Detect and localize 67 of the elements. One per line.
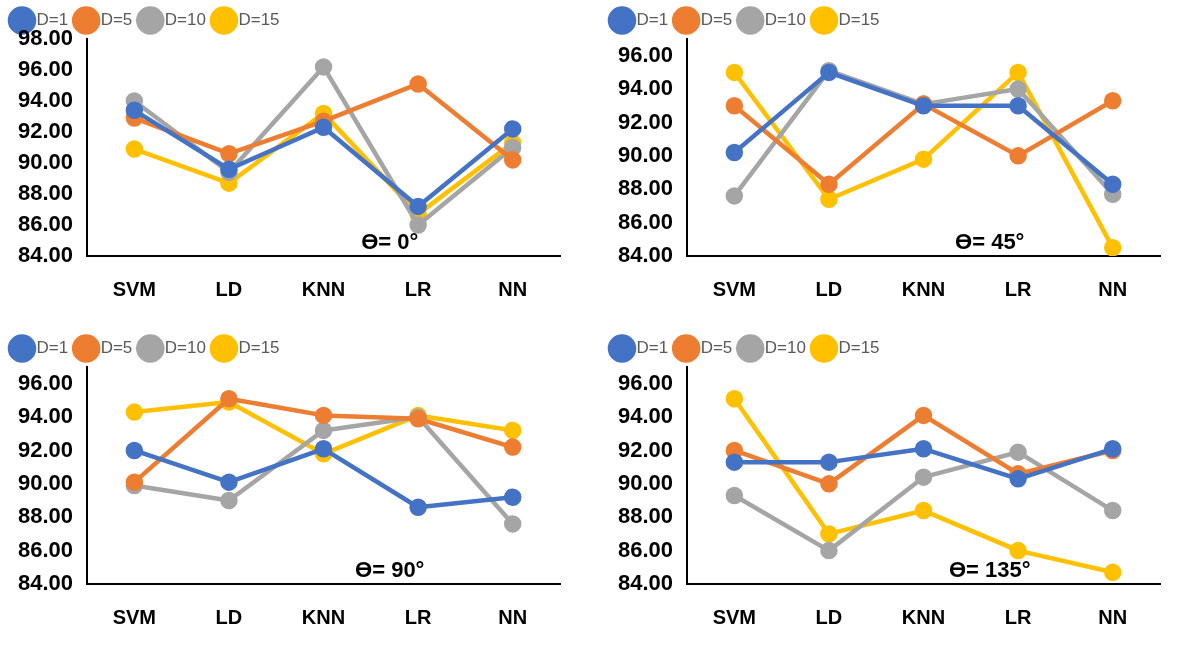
x-tick-label: SVM [112,605,157,628]
y-tick-label: 92.00 [17,118,74,144]
x-tick-label: KNN [901,605,946,628]
legend-label: D=10 [164,338,206,358]
annotation: Ө= 45° [955,229,1025,255]
legend-label: D=10 [764,10,806,30]
x-tick-label: LR [1004,605,1032,628]
x-tick-label: SVM [712,605,757,628]
x-tick-label: LR [404,277,432,300]
legend-label: D=5 [100,10,133,30]
annotation: Ө= 90° [355,557,425,583]
y-tick-label: 86.00 [17,211,74,237]
y-tick-label: 84.00 [17,242,74,268]
legend-label: D=15 [238,338,280,358]
x-tick-label: SVM [112,277,157,300]
x-tick-label: KNN [901,277,946,300]
y-tick-label: 96.00 [617,369,674,395]
legend-label: D=5 [700,10,733,30]
legend-label: D=1 [636,338,669,358]
y-tick-label: 88.00 [17,180,74,206]
y-tick-label: 86.00 [617,208,674,234]
y-tick-label: 96.00 [17,56,74,82]
x-tick-label: LR [404,605,432,628]
x-tick-label: SVM [712,277,757,300]
x-tick-label: LR [1004,277,1032,300]
y-tick-label: 86.00 [17,536,74,562]
x-tick-label: LD [215,277,243,300]
x-tick-label: NN [498,605,528,628]
legend-label: D=1 [36,338,69,358]
y-tick-label: 84.00 [617,242,674,268]
y-tick-label: 90.00 [617,141,674,167]
legend-label: D=10 [764,338,806,358]
legend-label: D=1 [636,10,669,30]
y-tick-label: 94.00 [617,75,674,101]
y-tick-label: 90.00 [17,149,74,175]
y-tick-label: 88.00 [17,503,74,529]
annotation: Ө= 135° [948,557,1031,583]
y-tick-label: 94.00 [17,403,74,429]
legend-label: D=15 [838,338,880,358]
x-tick-label: KNN [301,277,346,300]
y-tick-label: 92.00 [617,108,674,134]
y-tick-label: 90.00 [617,469,674,495]
x-tick-label: NN [1098,605,1128,628]
y-tick-label: 96.00 [617,41,674,67]
x-tick-label: LD [815,605,843,628]
y-tick-label: 94.00 [17,87,74,113]
x-tick-label: LD [215,605,243,628]
x-tick-label: NN [498,277,528,300]
y-tick-label: 92.00 [17,436,74,462]
x-tick-label: KNN [301,605,346,628]
legend-label: D=5 [700,338,733,358]
y-tick-label: 96.00 [17,369,74,395]
y-tick-label: 88.00 [617,175,674,201]
y-tick-label: 88.00 [617,503,674,529]
x-tick-label: LD [815,277,843,300]
legend-label: D=10 [164,10,206,30]
annotation: Ө= 0° [361,229,419,255]
y-tick-label: 84.00 [17,570,74,596]
legend-label: D=5 [100,338,133,358]
legend-label: D=15 [838,10,880,30]
y-tick-label: 94.00 [617,403,674,429]
y-tick-label: 92.00 [617,436,674,462]
y-tick-label: 90.00 [17,469,74,495]
y-tick-label: 84.00 [617,570,674,596]
legend-label: D=15 [238,10,280,30]
x-tick-label: NN [1098,277,1128,300]
y-tick-label: 86.00 [617,536,674,562]
